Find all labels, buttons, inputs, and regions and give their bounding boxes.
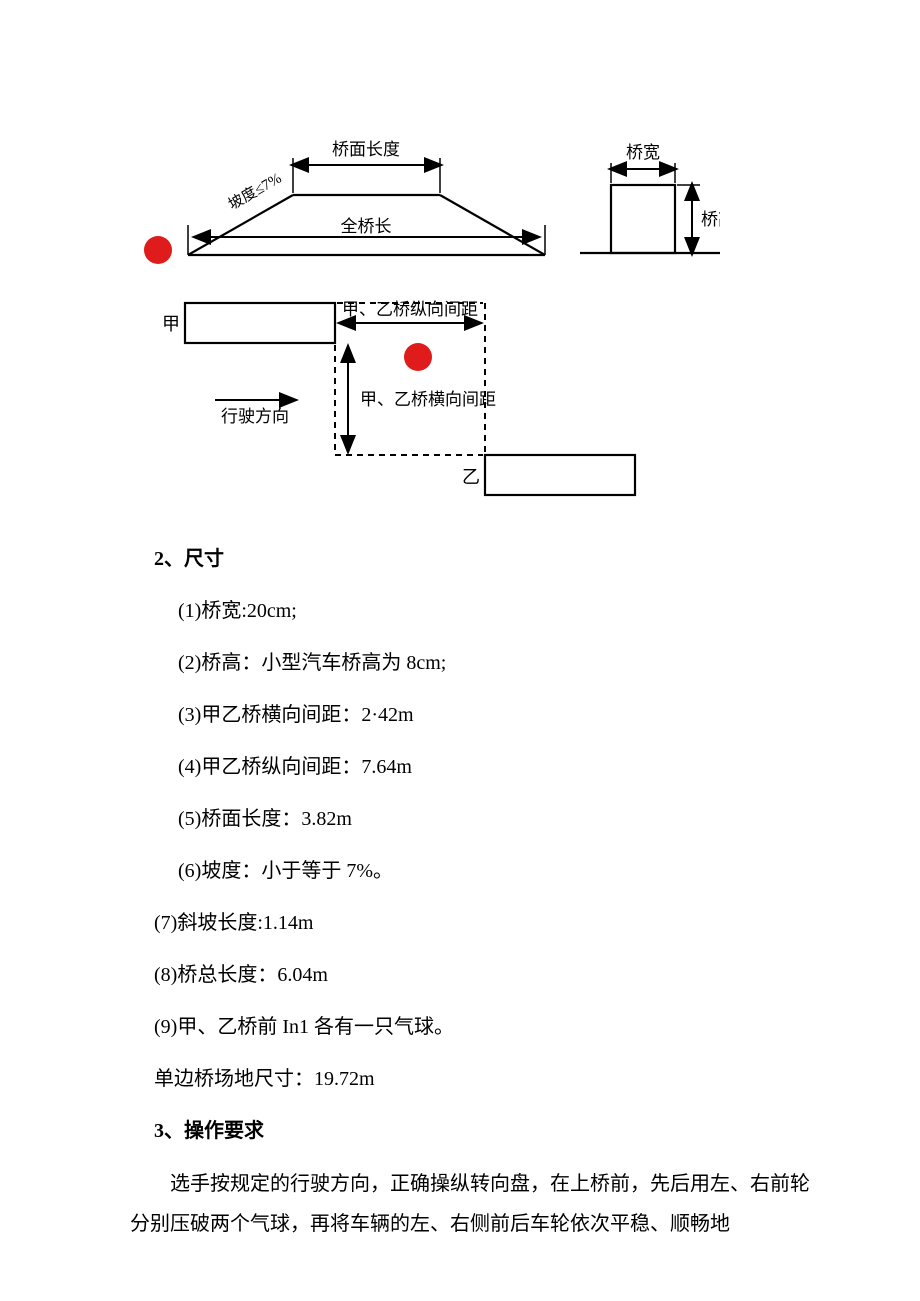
- label-jia: 甲: [162, 314, 180, 334]
- balloon-dot-mid: [404, 343, 432, 371]
- label-long-gap: 甲、乙桥纵向间距: [342, 300, 478, 319]
- plan-view: 甲 乙 甲、乙桥纵向间距 甲、乙桥横向间距 行驶方向: [162, 300, 635, 495]
- heading-operation: 3、操作要求: [130, 1112, 810, 1150]
- dim-item-7: (7)斜坡长度:1.14m: [130, 904, 810, 942]
- dim-item-2: (2)桥高：小型汽车桥高为 8cm;: [130, 644, 810, 682]
- text-content: 2、尺寸 (1)桥宽:20cm; (2)桥高：小型汽车桥高为 8cm; (3)甲…: [130, 540, 810, 1258]
- balloon-dot-left: [144, 236, 172, 264]
- label-bridge-width: 桥宽: [626, 143, 660, 162]
- jia-rect: [185, 303, 335, 343]
- heading-dimensions: 2、尺寸: [130, 540, 810, 578]
- operation-paragraph: 选手按规定的行驶方向，正确操纵转向盘，在上桥前，先后用左、右前轮分别压破两个气球…: [130, 1164, 810, 1244]
- dim-item-9: (9)甲、乙桥前 In1 各有一只气球。: [130, 1008, 810, 1046]
- label-bridge-height: 桥高: [701, 210, 720, 229]
- dim-item-3: (3)甲乙桥横向间距：2·42m: [130, 696, 810, 734]
- bridge-diagram: 桥面长度 坡度≤7% 全桥长 桥宽 桥高: [130, 125, 720, 515]
- label-direction: 行驶方向: [221, 407, 289, 426]
- label-lat-gap: 甲、乙桥横向间距: [360, 390, 496, 409]
- dim-item-5: (5)桥面长度：3.82m: [130, 800, 810, 838]
- label-slope: 坡度≤7%: [226, 170, 285, 214]
- dim-item-8: (8)桥总长度：6.04m: [130, 956, 810, 994]
- side-elevation: 桥面长度 坡度≤7% 全桥长: [144, 140, 545, 264]
- label-deck-length: 桥面长度: [332, 140, 400, 159]
- cross-section: 桥宽 桥高: [580, 143, 720, 253]
- yi-rect: [485, 455, 635, 495]
- dim-item-6: (6)坡度：小于等于 7%。: [130, 852, 810, 890]
- dim-item-1: (1)桥宽:20cm;: [130, 592, 810, 630]
- label-yi: 乙: [462, 467, 480, 487]
- diagram-svg: 桥面长度 坡度≤7% 全桥长 桥宽 桥高: [130, 125, 720, 515]
- field-size: 单边桥场地尺寸：19.72m: [130, 1060, 810, 1098]
- dim-item-4: (4)甲乙桥纵向间距：7.64m: [130, 748, 810, 786]
- label-full-length: 全桥长: [341, 217, 392, 236]
